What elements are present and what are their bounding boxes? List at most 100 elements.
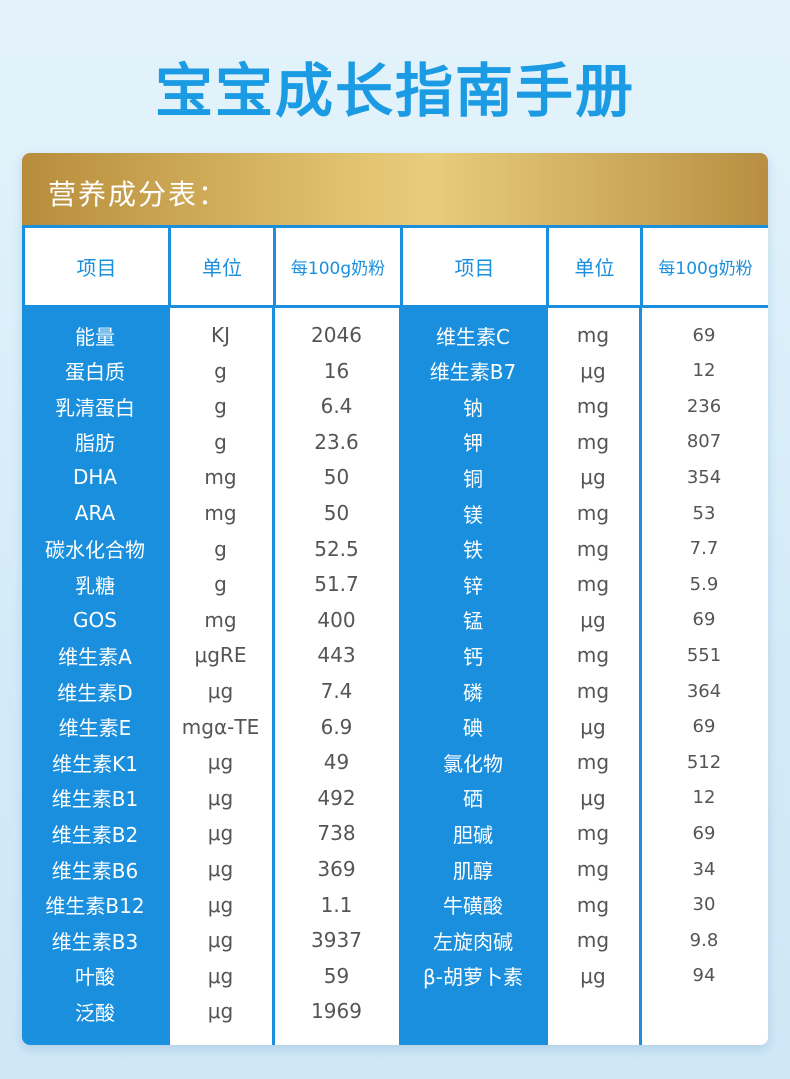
unit: μg bbox=[207, 999, 234, 1024]
unit: μg bbox=[207, 679, 234, 703]
item-name: 维生素B6 bbox=[51, 858, 139, 883]
item-name: 钾 bbox=[463, 431, 483, 456]
item-name: 维生素B2 bbox=[51, 822, 139, 847]
item-name: 维生素K1 bbox=[52, 751, 138, 776]
column-divider bbox=[638, 308, 642, 1045]
amount: 9.8 bbox=[689, 929, 719, 951]
unit: mg bbox=[576, 536, 610, 561]
unit: mg bbox=[576, 394, 610, 419]
header-cell: 项目 bbox=[403, 228, 546, 305]
amount: 23.6 bbox=[314, 429, 359, 454]
item-name: 硒 bbox=[463, 787, 483, 812]
unit: μg bbox=[207, 928, 234, 953]
item-name: 乳糖 bbox=[75, 573, 115, 598]
item-name: 铜 bbox=[463, 466, 483, 491]
amount: 1.1 bbox=[320, 892, 353, 917]
item-name: 维生素D bbox=[57, 680, 133, 705]
unit: g bbox=[214, 358, 227, 383]
item-name: ARA bbox=[74, 501, 116, 525]
amount: 551 bbox=[686, 644, 722, 666]
unit: mg bbox=[576, 572, 610, 597]
amount: 807 bbox=[686, 431, 722, 453]
unit: g bbox=[214, 536, 227, 561]
nutrition-card: 营养成分表： 项目 单位 每100g奶粉 项目 单位 每100g奶粉 能量 KJ 2046 蛋白质… bbox=[22, 153, 768, 1045]
amount: 2046 bbox=[311, 323, 362, 347]
amount: 400 bbox=[317, 607, 356, 632]
amount: 30 bbox=[692, 894, 716, 916]
column-divider bbox=[166, 308, 170, 1045]
amount: 354 bbox=[686, 466, 722, 488]
unit: g bbox=[214, 572, 227, 597]
unit: g bbox=[214, 394, 227, 419]
amount: 12 bbox=[692, 787, 716, 809]
amount: 443 bbox=[317, 643, 356, 668]
amount: 7.4 bbox=[320, 679, 353, 703]
item-name: 锰 bbox=[463, 609, 483, 634]
item-name: GOS bbox=[73, 607, 117, 632]
amount: 5.9 bbox=[689, 573, 719, 595]
amount: 69 bbox=[692, 716, 716, 738]
item-name: 氯化物 bbox=[443, 751, 503, 776]
unit: μg bbox=[580, 785, 606, 810]
value-column bbox=[640, 308, 768, 1045]
amount: 1969 bbox=[311, 999, 362, 1024]
unit: μg bbox=[580, 465, 606, 490]
unit: μg bbox=[207, 821, 234, 846]
unit: μgRE bbox=[194, 643, 247, 668]
item-name: 能量 bbox=[75, 324, 115, 349]
unit: μg bbox=[207, 750, 234, 775]
item-name: 维生素B7 bbox=[429, 360, 517, 385]
amount: 364 bbox=[686, 680, 722, 702]
unit: mg bbox=[576, 643, 610, 668]
value-column bbox=[168, 308, 273, 1045]
amount: 49 bbox=[323, 750, 350, 775]
amount: 50 bbox=[323, 501, 350, 525]
unit: mg bbox=[576, 928, 610, 953]
item-name: 铁 bbox=[463, 538, 483, 563]
amount: 51.7 bbox=[314, 572, 359, 597]
header-cell: 单位 bbox=[549, 228, 640, 305]
unit: μg bbox=[207, 785, 234, 810]
unit: μg bbox=[580, 714, 606, 739]
item-name: 维生素C bbox=[436, 324, 510, 349]
item-name: 肌醇 bbox=[453, 858, 493, 883]
amount: 69 bbox=[692, 822, 716, 844]
unit: mg bbox=[576, 857, 610, 881]
unit: g bbox=[214, 429, 227, 454]
item-name: 镁 bbox=[463, 502, 483, 527]
item-name: DHA bbox=[72, 465, 118, 490]
unit: mg bbox=[204, 501, 237, 525]
header-cell: 每100g奶粉 bbox=[643, 228, 768, 305]
item-name: 碘 bbox=[463, 716, 483, 741]
unit: mg bbox=[576, 821, 610, 846]
unit: KJ bbox=[210, 323, 230, 347]
amount: 6.9 bbox=[320, 714, 353, 739]
unit: mgα-TE bbox=[181, 714, 260, 739]
item-name: 维生素B3 bbox=[51, 929, 139, 954]
amount: 53 bbox=[692, 502, 716, 524]
item-name: 胆碱 bbox=[453, 822, 493, 847]
value-column bbox=[273, 308, 400, 1045]
amount: 492 bbox=[317, 785, 356, 810]
unit: μg bbox=[580, 358, 606, 383]
amount: 236 bbox=[686, 395, 722, 417]
amount: 50 bbox=[323, 465, 350, 490]
unit: μg bbox=[207, 857, 234, 881]
unit: μg bbox=[580, 607, 606, 632]
caption-bar: 营养成分表： bbox=[22, 153, 768, 226]
amount: 512 bbox=[686, 751, 722, 773]
amount: 59 bbox=[323, 963, 350, 988]
header-cell: 每100g奶粉 bbox=[276, 228, 400, 305]
item-name: 钙 bbox=[463, 644, 483, 669]
unit: mg bbox=[576, 429, 610, 454]
amount: 52.5 bbox=[314, 536, 359, 561]
unit: μg bbox=[580, 963, 606, 988]
item-name: 乳清蛋白 bbox=[55, 395, 135, 420]
unit: mg bbox=[576, 501, 610, 525]
unit: mg bbox=[204, 465, 237, 490]
unit: μg bbox=[207, 892, 234, 917]
item-name: β-胡萝卜素 bbox=[423, 965, 523, 990]
item-name: 锌 bbox=[463, 573, 483, 598]
item-column bbox=[22, 308, 168, 1045]
column-divider bbox=[398, 308, 402, 1045]
